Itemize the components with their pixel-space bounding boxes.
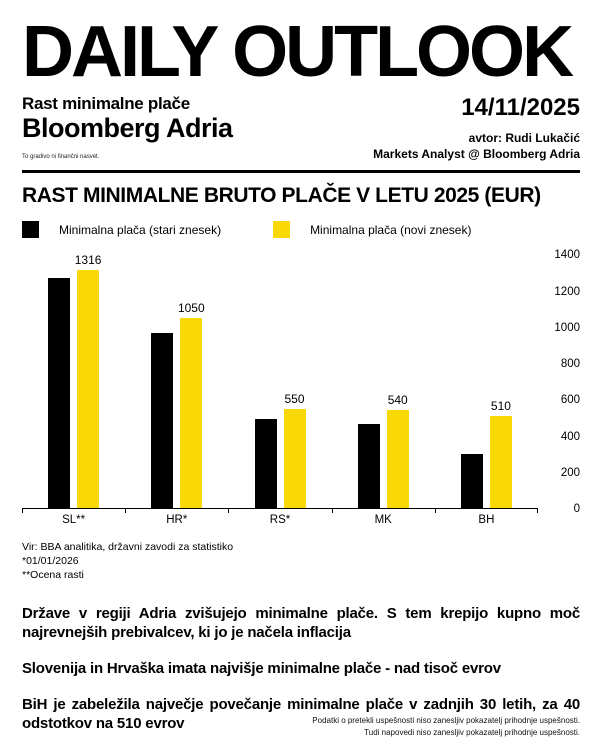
- bar-chart: 1316 1050 550 540 510 SL** HR* RS* MK BH 0 200 400…: [22, 249, 580, 526]
- chart-footnote-1: *01/01/2026: [22, 555, 79, 568]
- chart-notes: Vir: BBA analitika, državni zavodi za st…: [22, 541, 580, 583]
- y-axis-label-800: 800: [560, 358, 580, 371]
- header-left: Rast minimalne plače Bloomberg Adria To …: [22, 94, 233, 161]
- bar-value-label-rs: 550: [284, 391, 305, 406]
- x-axis-label-rs: RS*: [269, 514, 291, 527]
- bar-value-label-sl: 1316: [74, 252, 102, 267]
- bar-new-rs: 550: [283, 392, 306, 509]
- header-meta-row: Rast minimalne plače Bloomberg Adria To …: [22, 94, 580, 161]
- brand-name: Bloomberg Adria: [22, 113, 233, 144]
- y-axis-label-400: 400: [560, 430, 580, 443]
- chart-section: RAST MINIMALNE BRUTO PLAČE V LETU 2025 (…: [22, 184, 580, 583]
- bar-old-hr: [151, 333, 174, 509]
- insight-paragraph-2: Slovenija in Hrvaška imata najvišje mini…: [22, 660, 501, 678]
- legend-label-new: Minimalna plača (novi znesek): [310, 222, 472, 237]
- x-axis-tick: [228, 508, 230, 514]
- bar-new-bh: 510: [489, 399, 512, 509]
- author-name: avtor: Rudi Lukačić: [468, 131, 580, 146]
- x-axis-tick: [125, 508, 127, 514]
- report-date: 14/11/2025: [461, 94, 580, 122]
- x-axis-label-bh: BH: [478, 514, 495, 527]
- bar-value-label-hr: 1050: [177, 300, 205, 315]
- x-axis-tick: [537, 508, 538, 514]
- bar-old-sl: [48, 278, 71, 509]
- report-subtitle: Rast minimalne plače: [22, 94, 190, 114]
- page-title: DAILY OUTLOOK: [22, 12, 574, 92]
- bar-group-sl: 1316: [22, 253, 125, 509]
- legend-swatch-new: [273, 221, 291, 239]
- bar-group-rs: 550: [228, 255, 331, 509]
- bar-group-hr: 1050: [125, 255, 228, 509]
- bar-old-bh: [460, 454, 483, 509]
- footer-disclaimer-line-2: Tudi napovedi niso zanesljiv pokazatelj …: [364, 728, 580, 737]
- insights-section: Države v regiji Adria zvišujejo minimaln…: [22, 604, 580, 733]
- x-axis-tick: [434, 508, 436, 514]
- x-axis-labels: SL** HR* RS* MK BH: [22, 509, 538, 526]
- chart-title: RAST MINIMALNE BRUTO PLAČE V LETU 2025 (…: [22, 184, 541, 208]
- footer-disclaimer-line-1: Podatki o pretekli uspešnosti niso zanes…: [312, 716, 580, 725]
- plot: 1316 1050 550 540 510: [22, 253, 538, 514]
- bar-new-sl: 1316: [75, 253, 101, 509]
- x-axis-tick: [331, 508, 333, 514]
- page-footer: Podatki o pretekli uspešnosti niso zanes…: [312, 715, 580, 739]
- x-axis-tick: [22, 508, 23, 514]
- chart-footnote-2: **Ocena rasti: [22, 569, 84, 582]
- legend-swatch-old: [22, 221, 39, 239]
- bar-group-mk: 540: [332, 255, 435, 509]
- header-divider: [22, 170, 580, 174]
- y-axis: 0 200 400 600 800 1000 1200 1400: [538, 249, 580, 515]
- bar-old-mk: [357, 423, 380, 509]
- bar-new-hr: 1050: [178, 301, 205, 509]
- header-right: 14/11/2025 avtor: Rudi Lukačić Markets A…: [373, 94, 580, 161]
- x-axis-label-mk: MK: [374, 514, 392, 527]
- y-axis-label-0: 0: [573, 503, 580, 516]
- bar-old-rs: [254, 418, 277, 509]
- page-header: DAILY OUTLOOK Rast minimalne plače Bloom…: [22, 12, 580, 174]
- y-axis-label-600: 600: [560, 394, 580, 407]
- x-axis-label-sl: SL**: [62, 514, 86, 527]
- x-axis-label-hr: HR*: [166, 514, 188, 527]
- brand-disclaimer: To gradivo ni finančni nasvet.: [22, 153, 100, 160]
- bar-group-bh: 510: [435, 255, 538, 509]
- chart-legend: Minimalna plača (stari znesek) Minimalna…: [22, 221, 580, 239]
- legend-item-old: Minimalna plača (stari znesek): [22, 221, 222, 239]
- y-axis-label-200: 200: [560, 467, 580, 480]
- chart-plot-area: 1316 1050 550 540 510 SL** HR* RS* MK BH: [22, 253, 538, 526]
- legend-label-old: Minimalna plača (stari znesek): [59, 222, 222, 237]
- insight-paragraph-3: BiH je zabeležila največje povečanje min…: [22, 696, 580, 733]
- bar-value-label-mk: 540: [387, 393, 408, 408]
- y-axis-label-1400: 1400: [554, 249, 580, 262]
- legend-item-new: Minimalna plača (novi znesek): [273, 221, 472, 239]
- bar-value-label-bh: 510: [490, 398, 511, 413]
- y-axis-label-1000: 1000: [554, 321, 580, 334]
- chart-source: Vir: BBA analitika, državni zavodi za st…: [22, 541, 234, 554]
- y-axis-label-1200: 1200: [554, 285, 580, 298]
- bar-new-mk: 540: [386, 393, 409, 509]
- insight-paragraph-1: Države v regiji Adria zvišujejo minimaln…: [22, 604, 580, 642]
- author-role: Markets Analyst @ Bloomberg Adria: [373, 147, 580, 162]
